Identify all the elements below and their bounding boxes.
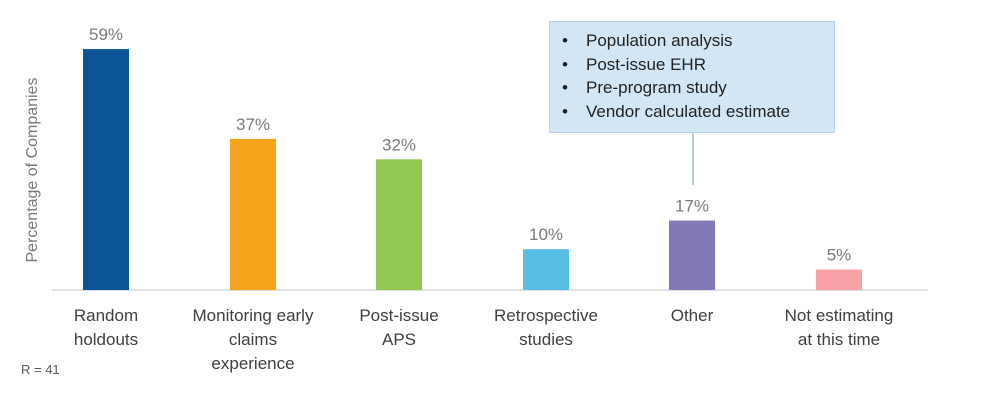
bar-4	[669, 220, 715, 290]
category-label-3: Retrospective studies	[494, 306, 598, 349]
value-label-0: 59%	[89, 25, 123, 44]
bar-1	[230, 138, 276, 290]
callout-list: Population analysisPost-issue EHRPre-pro…	[560, 29, 824, 123]
bar-5	[816, 269, 862, 290]
category-label-5: Not estimating at this time	[785, 306, 894, 349]
value-label-2: 32%	[382, 135, 416, 154]
category-label-4: Other	[671, 306, 714, 325]
callout-item-1: Post-issue EHR	[560, 53, 824, 77]
value-label-4: 17%	[675, 197, 709, 216]
respondent-count-note: R = 41	[21, 362, 60, 377]
other-methods-callout: Population analysisPost-issue EHRPre-pro…	[549, 21, 835, 133]
category-label-2: Post-issue APS	[359, 306, 438, 349]
y-axis-label: Percentage of Companies	[24, 78, 41, 263]
value-label-5: 5%	[827, 246, 852, 265]
value-label-1: 37%	[236, 115, 270, 134]
bar-0	[83, 49, 129, 291]
callout-item-3: Vendor calculated estimate	[560, 100, 824, 124]
category-label-1: Monitoring early claims experience	[193, 306, 314, 373]
callout-item-0: Population analysis	[560, 29, 824, 53]
category-label-0: Random holdouts	[74, 306, 138, 349]
bar-2	[376, 159, 422, 290]
bar-3	[523, 249, 569, 290]
callout-item-2: Pre-program study	[560, 76, 824, 100]
value-label-3: 10%	[529, 225, 563, 244]
